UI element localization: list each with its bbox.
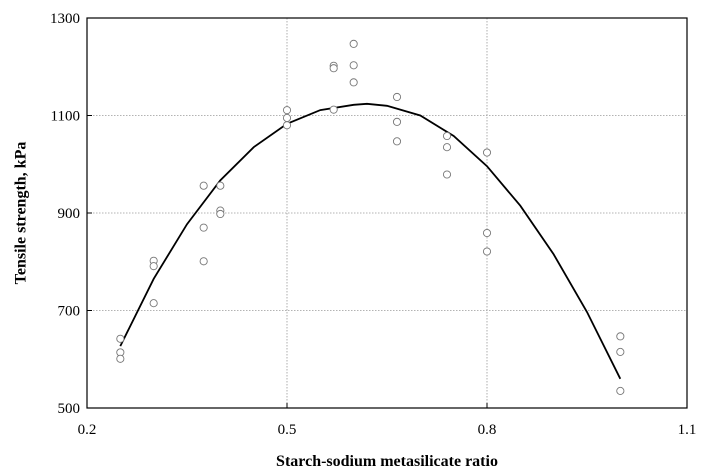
y-axis-tick-labels: 500 700 900 1100 1300 [50,11,80,417]
data-point [149,299,158,308]
data-point [116,354,125,363]
data-point [329,64,338,73]
data-point [482,247,492,256]
x-axis-tick-labels: 0.2 0.5 0.8 1.1 [78,422,697,438]
data-points [116,39,625,395]
y-axis-title: Tensile strength, kPa [13,142,30,285]
data-point [442,131,452,141]
data-point [482,148,492,157]
x-tick-label: 0.2 [78,422,97,438]
y-tick-label: 1100 [51,109,80,125]
data-point [199,181,208,190]
data-point [199,223,208,232]
data-point [282,113,292,122]
y-tick-label: 1300 [50,11,80,27]
fitted-curve [119,102,622,380]
data-point [616,332,625,341]
data-point [149,262,158,271]
y-tick-label: 700 [58,304,81,320]
data-point [282,121,292,130]
data-point [282,106,292,115]
x-axis-title: Starch-sodium metasilicate ratio [276,453,498,470]
data-point [116,334,125,343]
data-point [482,228,492,238]
data-point [216,209,225,219]
data-point [349,78,358,87]
data-point [349,61,358,70]
grid-lines [87,18,687,408]
data-point [442,143,452,152]
x-tick-label: 0.5 [278,422,297,438]
x-tick-label: 0.8 [478,422,497,438]
data-point [199,257,208,266]
data-point [616,386,625,395]
x-tick-label: 1.1 [678,422,697,438]
y-tick-label: 500 [58,401,81,417]
data-point [392,92,402,102]
data-point [216,181,225,190]
data-point [329,105,338,114]
data-point [392,117,402,126]
data-point [349,39,358,48]
data-point [616,347,625,356]
data-point [442,170,452,179]
axis-ticks [86,17,688,409]
data-point [392,137,402,146]
y-tick-label: 900 [58,206,81,222]
